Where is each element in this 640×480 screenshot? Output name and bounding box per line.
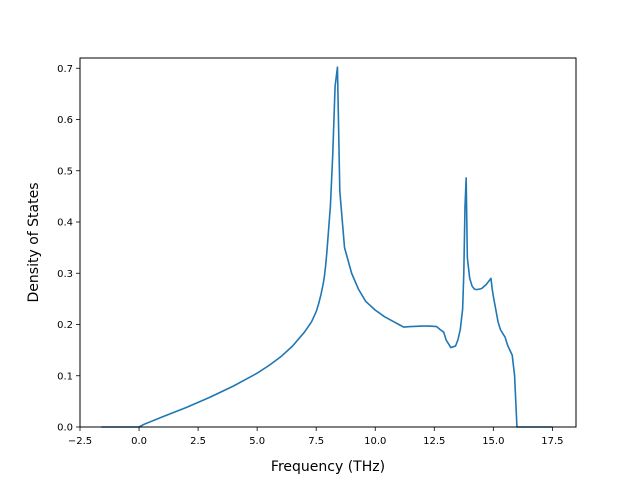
y-tick-label: 0.0 bbox=[57, 423, 73, 434]
x-axis: −2.5 0.0 2.5 5.0 7.5 10.0 12.5 15.0 17.5 bbox=[68, 427, 564, 447]
plot-area bbox=[101, 66, 553, 428]
x-axis-label: Frequency (THz) bbox=[271, 459, 385, 475]
y-tick-label: 0.6 bbox=[57, 115, 73, 126]
y-tick-label: 0.2 bbox=[57, 320, 73, 331]
axes-frame bbox=[79, 57, 577, 428]
x-tick-label: 0.0 bbox=[131, 436, 147, 447]
y-tick-label: 0.5 bbox=[57, 166, 73, 177]
x-tick-label: 5.0 bbox=[249, 436, 265, 447]
y-axis: 0.0 0.1 0.2 0.3 0.4 0.5 0.6 0.7 bbox=[57, 64, 80, 434]
x-tick-label: 10.0 bbox=[364, 436, 386, 447]
x-tick-label: 12.5 bbox=[423, 436, 445, 447]
y-tick-label: 0.3 bbox=[57, 269, 73, 280]
x-tick-label: 17.5 bbox=[541, 436, 563, 447]
y-tick-label: 0.7 bbox=[57, 64, 73, 75]
x-tick-label: 2.5 bbox=[190, 436, 206, 447]
y-tick-label: 0.1 bbox=[57, 371, 73, 382]
x-tick-label: 7.5 bbox=[308, 436, 324, 447]
x-tick-label: 15.0 bbox=[482, 436, 504, 447]
y-axis-label: Density of States bbox=[26, 183, 42, 303]
y-tick-label: 0.4 bbox=[57, 218, 73, 229]
dos-series-line bbox=[101, 66, 553, 428]
x-tick-label: −2.5 bbox=[68, 436, 92, 447]
